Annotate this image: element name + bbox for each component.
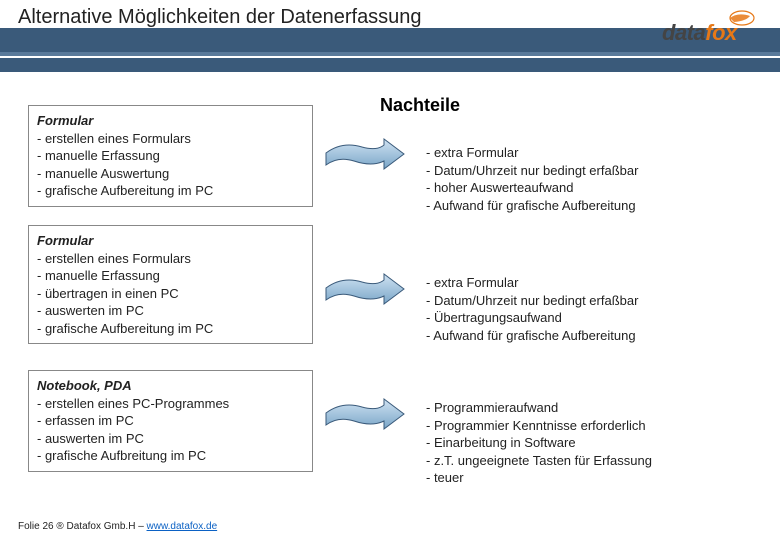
list-item: - auswerten im PC: [37, 302, 304, 320]
footer-text: Folie 26 ® Datafox Gmb.H –: [18, 521, 147, 532]
list-item: - Aufwand für grafische Aufbereitung: [426, 197, 734, 215]
right-box-3: - Programmieraufwand - Programmier Kennt…: [420, 395, 740, 491]
right-box-2: - extra Formular - Datum/Uhrzeit nur bed…: [420, 270, 740, 348]
list-item: - Programmier Kenntnisse erforderlich: [426, 417, 734, 435]
logo-text-fox: fox: [705, 20, 738, 45]
list-item: - extra Formular: [426, 144, 734, 162]
list-item: - extra Formular: [426, 274, 734, 292]
right-box-1: - extra Formular - Datum/Uhrzeit nur bed…: [420, 140, 740, 218]
list-item: - teuer: [426, 469, 734, 487]
arrow-icon: [322, 395, 407, 433]
arrow-icon: [322, 270, 407, 308]
list-item: - Übertragungsaufwand: [426, 309, 734, 327]
list-item: - manuelle Erfassung: [37, 147, 304, 165]
list-item: - erstellen eines Formulars: [37, 250, 304, 268]
left-box-3-title: Notebook, PDA: [37, 377, 304, 395]
datafox-logo: datafox:: [660, 10, 770, 48]
list-item: - auswerten im PC: [37, 430, 304, 448]
list-item: - Aufwand für grafische Aufbereitung: [426, 327, 734, 345]
left-box-2: Formular - erstellen eines Formulars - m…: [28, 225, 313, 344]
left-box-1-title: Formular: [37, 112, 304, 130]
list-item: - grafische Aufbereitung im PC: [37, 320, 304, 338]
left-box-1: Formular - erstellen eines Formulars - m…: [28, 105, 313, 207]
list-item: - grafische Aufbreitung im PC: [37, 447, 304, 465]
list-item: - Datum/Uhrzeit nur bedingt erfaßbar: [426, 292, 734, 310]
list-item: - erstellen eines PC-Programmes: [37, 395, 304, 413]
list-item: - übertragen in einen PC: [37, 285, 304, 303]
list-item: - Datum/Uhrzeit nur bedingt erfaßbar: [426, 162, 734, 180]
nachteile-heading: Nachteile: [380, 95, 460, 116]
list-item: - manuelle Erfassung: [37, 267, 304, 285]
footer: Folie 26 ® Datafox Gmb.H – www.datafox.d…: [18, 521, 217, 532]
logo-text-colon: :: [737, 20, 744, 45]
list-item: - erstellen eines Formulars: [37, 130, 304, 148]
list-item: - Programmieraufwand: [426, 399, 734, 417]
list-item: - erfassen im PC: [37, 412, 304, 430]
logo-text-data: data: [662, 20, 706, 45]
arrow-icon: [322, 135, 407, 173]
left-box-2-title: Formular: [37, 232, 304, 250]
header-sub-bar: [0, 52, 780, 56]
list-item: - grafische Aufbereitung im PC: [37, 182, 304, 200]
list-item: - hoher Auswerteaufwand: [426, 179, 734, 197]
list-item: - manuelle Auswertung: [37, 165, 304, 183]
content-area: Nachteile Formular - erstellen eines For…: [0, 90, 780, 510]
svg-text:datafox:: datafox:: [662, 20, 744, 45]
slide-title: Alternative Möglichkeiten der Datenerfas…: [18, 6, 422, 29]
left-box-3: Notebook, PDA - erstellen eines PC-Progr…: [28, 370, 313, 472]
footer-link[interactable]: www.datafox.de: [147, 521, 218, 532]
list-item: - z.T. ungeeignete Tasten für Erfassung: [426, 452, 734, 470]
header-sub-bar-2: [0, 58, 780, 72]
list-item: - Einarbeitung in Software: [426, 434, 734, 452]
